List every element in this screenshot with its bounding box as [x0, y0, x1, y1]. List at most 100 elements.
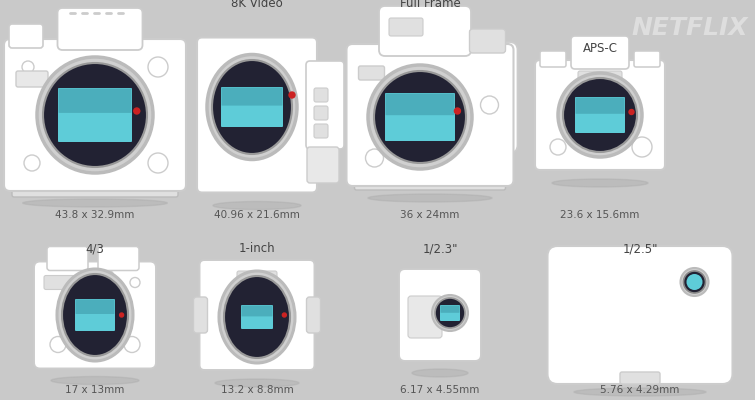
FancyBboxPatch shape: [386, 94, 455, 115]
Ellipse shape: [212, 60, 292, 154]
Circle shape: [124, 336, 140, 352]
Circle shape: [148, 153, 168, 173]
FancyBboxPatch shape: [571, 36, 629, 69]
Ellipse shape: [57, 269, 133, 361]
Text: NETFLIX: NETFLIX: [632, 16, 748, 40]
FancyBboxPatch shape: [347, 44, 513, 186]
FancyBboxPatch shape: [4, 39, 186, 191]
Circle shape: [37, 57, 153, 173]
Circle shape: [289, 92, 295, 98]
Text: 43.8 x 32.9mm: 43.8 x 32.9mm: [55, 210, 134, 220]
Circle shape: [119, 313, 124, 317]
Circle shape: [134, 108, 140, 114]
FancyBboxPatch shape: [221, 88, 282, 106]
Circle shape: [563, 78, 637, 152]
Text: Full Frame: Full Frame: [399, 0, 461, 10]
Circle shape: [282, 313, 286, 317]
Circle shape: [22, 61, 34, 73]
FancyBboxPatch shape: [87, 272, 113, 284]
FancyBboxPatch shape: [399, 269, 481, 361]
FancyBboxPatch shape: [16, 71, 48, 87]
FancyBboxPatch shape: [58, 88, 132, 142]
Text: 40.96 x 21.6mm: 40.96 x 21.6mm: [214, 210, 300, 220]
Text: 4/3: 4/3: [85, 242, 104, 255]
FancyBboxPatch shape: [306, 61, 344, 149]
Circle shape: [374, 71, 466, 163]
Text: 23.6 x 15.6mm: 23.6 x 15.6mm: [560, 210, 639, 220]
FancyBboxPatch shape: [314, 106, 328, 120]
FancyBboxPatch shape: [9, 24, 43, 48]
FancyBboxPatch shape: [307, 147, 339, 183]
Text: 1/2.5": 1/2.5": [622, 242, 658, 255]
Ellipse shape: [215, 379, 299, 387]
FancyBboxPatch shape: [197, 38, 317, 192]
FancyBboxPatch shape: [242, 306, 273, 316]
Circle shape: [130, 278, 140, 288]
FancyBboxPatch shape: [58, 88, 131, 113]
FancyBboxPatch shape: [547, 246, 732, 384]
FancyBboxPatch shape: [241, 305, 273, 329]
Ellipse shape: [207, 54, 297, 160]
Circle shape: [629, 110, 634, 114]
FancyBboxPatch shape: [307, 297, 321, 333]
FancyBboxPatch shape: [57, 8, 143, 50]
FancyBboxPatch shape: [389, 18, 423, 36]
FancyBboxPatch shape: [460, 42, 517, 153]
Ellipse shape: [368, 194, 492, 202]
FancyBboxPatch shape: [314, 124, 328, 138]
FancyBboxPatch shape: [199, 260, 315, 370]
Circle shape: [683, 271, 705, 293]
FancyBboxPatch shape: [634, 51, 660, 67]
FancyBboxPatch shape: [237, 271, 277, 285]
Text: APS-C: APS-C: [583, 42, 618, 55]
FancyBboxPatch shape: [620, 372, 660, 384]
FancyBboxPatch shape: [578, 71, 622, 85]
Circle shape: [365, 149, 384, 167]
FancyBboxPatch shape: [221, 87, 283, 127]
FancyBboxPatch shape: [540, 51, 566, 67]
FancyBboxPatch shape: [379, 6, 471, 56]
Ellipse shape: [574, 388, 706, 396]
Circle shape: [680, 268, 708, 296]
Ellipse shape: [412, 369, 468, 377]
Text: 6.17 x 4.55mm: 6.17 x 4.55mm: [400, 385, 479, 395]
Circle shape: [455, 108, 461, 114]
Text: 1/2.3": 1/2.3": [422, 242, 458, 255]
Circle shape: [686, 274, 702, 290]
Text: 5.76 x 4.29mm: 5.76 x 4.29mm: [600, 385, 680, 395]
FancyBboxPatch shape: [12, 183, 178, 197]
Text: 36 x 24mm: 36 x 24mm: [400, 210, 460, 220]
Circle shape: [148, 57, 168, 77]
Ellipse shape: [224, 276, 290, 358]
Circle shape: [550, 139, 566, 155]
Circle shape: [50, 336, 66, 352]
FancyBboxPatch shape: [98, 246, 139, 270]
FancyBboxPatch shape: [44, 276, 76, 290]
FancyBboxPatch shape: [575, 97, 625, 133]
Ellipse shape: [552, 179, 648, 187]
Text: 17 x 13mm: 17 x 13mm: [66, 385, 125, 395]
Circle shape: [435, 298, 465, 328]
Ellipse shape: [219, 271, 295, 363]
FancyBboxPatch shape: [34, 262, 156, 368]
Circle shape: [43, 63, 147, 167]
FancyBboxPatch shape: [47, 246, 88, 270]
FancyBboxPatch shape: [314, 88, 328, 102]
Ellipse shape: [62, 274, 128, 356]
FancyBboxPatch shape: [385, 93, 455, 141]
FancyBboxPatch shape: [75, 299, 115, 331]
Ellipse shape: [51, 376, 139, 384]
Circle shape: [480, 96, 498, 114]
FancyBboxPatch shape: [440, 306, 460, 313]
FancyBboxPatch shape: [76, 300, 115, 314]
FancyBboxPatch shape: [359, 66, 384, 80]
Text: 1-inch: 1-inch: [239, 242, 276, 255]
FancyBboxPatch shape: [440, 305, 460, 321]
Circle shape: [632, 137, 652, 157]
FancyBboxPatch shape: [575, 98, 624, 114]
FancyBboxPatch shape: [355, 178, 506, 190]
Circle shape: [558, 73, 642, 157]
Text: 8K Video: 8K Video: [231, 0, 283, 10]
Ellipse shape: [213, 202, 301, 210]
FancyBboxPatch shape: [408, 296, 442, 338]
